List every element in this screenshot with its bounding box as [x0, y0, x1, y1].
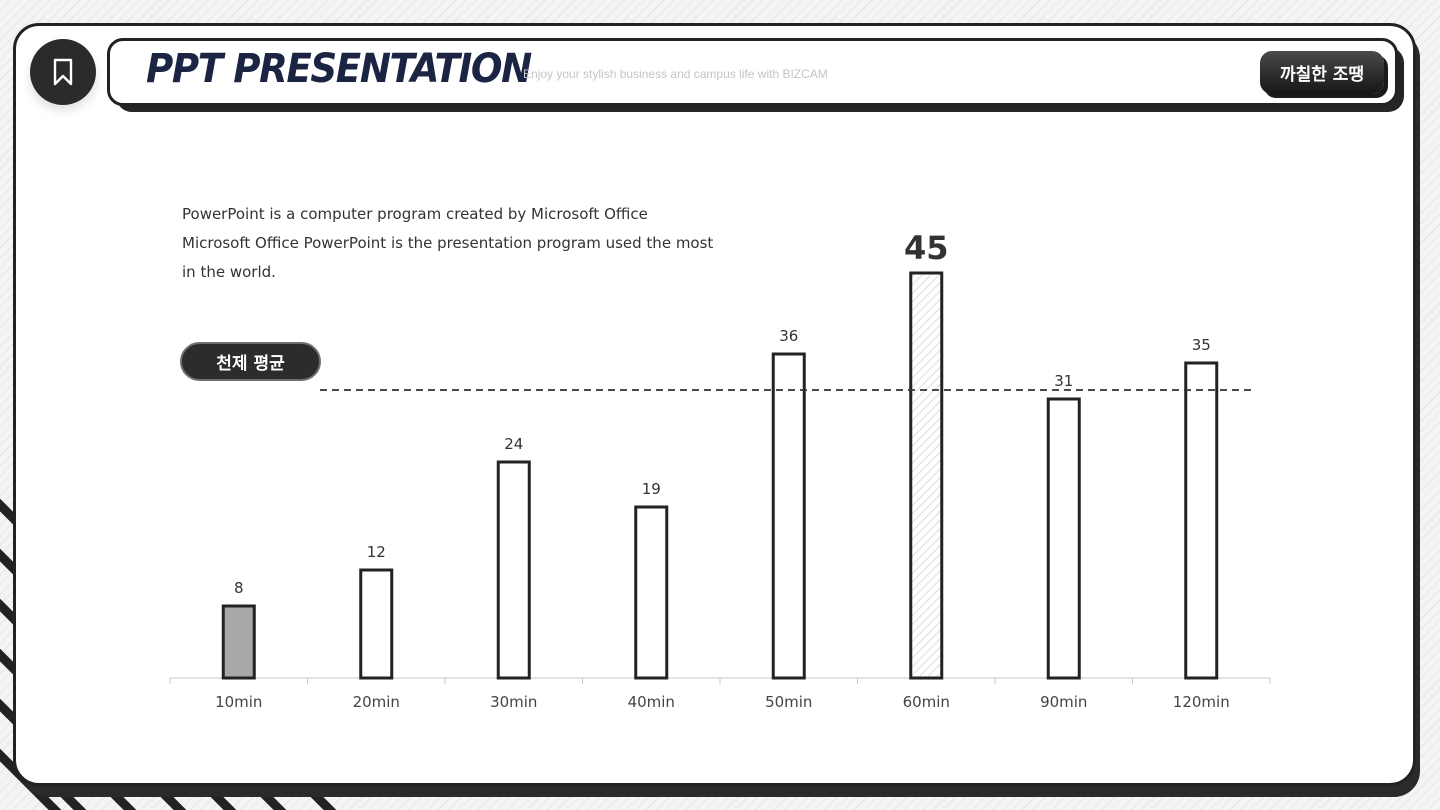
slide-card: [13, 23, 1416, 786]
header-bar: [107, 38, 1398, 106]
description-line-3: in the world.: [182, 263, 276, 281]
page-subtitle: Enjoy your stylish business and campus l…: [523, 67, 828, 81]
bookmark-button[interactable]: [30, 39, 96, 105]
description: PowerPoint is a computer program created…: [182, 200, 742, 287]
author-tag-button[interactable]: 까칠한 조땡: [1260, 51, 1384, 94]
bookmark-icon: [53, 58, 73, 86]
page-title: PPT PRESENTATION: [146, 46, 532, 92]
description-line-1: PowerPoint is a computer program created…: [182, 205, 648, 223]
average-label-pill: 천제 평균: [180, 342, 321, 381]
description-line-2: Microsoft Office PowerPoint is the prese…: [182, 234, 714, 252]
